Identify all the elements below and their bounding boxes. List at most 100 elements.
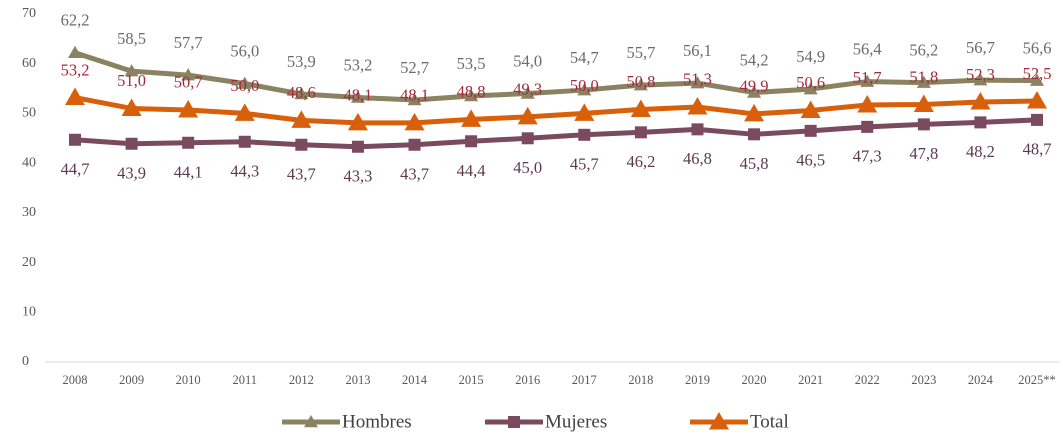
data-label: 51,0	[117, 71, 146, 90]
x-tick-label: 2014	[402, 373, 428, 387]
data-point	[630, 99, 651, 117]
data-point	[800, 100, 821, 118]
data-label: 45,8	[740, 154, 769, 173]
legend-label: Hombres	[342, 411, 412, 432]
data-point	[234, 103, 255, 121]
data-point	[238, 135, 251, 148]
data-label: 57,7	[174, 33, 203, 52]
data-label: 50,8	[626, 72, 655, 91]
x-tick-label: 2017	[572, 373, 597, 387]
data-label: 56,1	[683, 41, 712, 60]
x-tick-label: 2018	[628, 373, 653, 387]
y-tick-label: 30	[22, 205, 36, 220]
data-label: 43,7	[400, 165, 429, 184]
data-point	[1027, 91, 1047, 109]
data-point	[860, 74, 875, 87]
data-point	[744, 103, 765, 122]
data-label: 48,6	[287, 83, 316, 102]
data-point	[295, 138, 308, 151]
data-point	[857, 94, 878, 113]
x-tick-label: 2025**	[1018, 373, 1056, 387]
data-label: 44,1	[174, 163, 203, 182]
x-tick-label: 2020	[742, 373, 767, 387]
data-label: 54,0	[513, 51, 542, 70]
data-label: 46,2	[626, 152, 655, 171]
data-label: 44,3	[230, 162, 259, 181]
data-point	[461, 109, 482, 127]
data-label: 52,5	[1023, 64, 1052, 83]
data-point	[917, 118, 930, 131]
data-label: 51,3	[683, 70, 712, 89]
x-tick-label: 2022	[855, 373, 880, 387]
data-point	[578, 128, 591, 141]
legend-label: Total	[750, 411, 789, 432]
data-point	[913, 94, 934, 112]
data-label: 46,5	[796, 151, 825, 170]
data-point	[861, 120, 874, 133]
data-label: 53,9	[287, 52, 316, 71]
legend-marker	[508, 416, 520, 428]
series-line	[74, 95, 1038, 126]
data-point	[973, 73, 988, 86]
data-label: 44,7	[61, 160, 90, 179]
data-label: 48,1	[400, 86, 429, 105]
data-point	[181, 68, 196, 81]
data-point	[633, 78, 648, 91]
data-label: 56,0	[230, 41, 259, 60]
data-label: 43,9	[117, 164, 146, 183]
data-point	[182, 136, 195, 149]
data-point	[404, 112, 425, 131]
data-point	[68, 45, 82, 59]
data-point	[803, 82, 818, 95]
data-point	[687, 96, 708, 115]
data-point	[634, 126, 647, 139]
data-point	[237, 76, 252, 89]
data-point	[65, 87, 85, 106]
data-label: 53,2	[61, 60, 90, 79]
data-label: 50,7	[174, 73, 203, 92]
data-point	[178, 99, 199, 118]
data-label: 45,0	[513, 158, 542, 177]
data-point	[465, 135, 478, 148]
data-point	[691, 123, 704, 136]
data-point	[970, 91, 991, 110]
data-point	[517, 106, 538, 125]
data-point	[294, 87, 309, 100]
data-label: 50,0	[230, 76, 259, 95]
data-label: 49,9	[740, 77, 769, 96]
x-tick-label: 2009	[119, 373, 144, 387]
data-label: 51,7	[853, 68, 882, 87]
data-point	[1031, 113, 1043, 126]
data-point	[521, 132, 534, 145]
x-tick-label: 2019	[685, 373, 710, 387]
data-point	[69, 133, 81, 146]
data-point	[1030, 73, 1044, 86]
data-label: 55,7	[626, 43, 655, 62]
data-label: 50,6	[796, 73, 825, 92]
x-tick-label: 2021	[798, 373, 823, 387]
data-label: 56,6	[1023, 38, 1052, 57]
y-tick-label: 40	[22, 155, 36, 170]
x-tick-label: 2013	[345, 373, 370, 387]
data-label: 53,2	[344, 55, 373, 74]
x-tick-label: 2015	[459, 373, 484, 387]
data-label: 49,3	[513, 80, 542, 99]
x-tick-label: 2012	[289, 373, 314, 387]
data-point	[690, 76, 705, 89]
data-label: 50,0	[570, 76, 599, 95]
data-label: 52,3	[966, 65, 995, 84]
data-point	[804, 124, 817, 137]
legend-marker	[304, 415, 318, 428]
data-label: 51,8	[909, 67, 938, 86]
data-label: 52,7	[400, 58, 429, 77]
y-tick-label: 50	[22, 106, 36, 121]
data-label: 46,8	[683, 149, 712, 168]
data-point	[574, 103, 595, 121]
data-point	[407, 93, 422, 106]
data-label: 62,2	[61, 11, 90, 30]
series-line	[74, 50, 1038, 103]
data-label: 47,8	[909, 144, 938, 163]
data-label: 56,7	[966, 38, 995, 57]
data-point	[748, 128, 761, 141]
